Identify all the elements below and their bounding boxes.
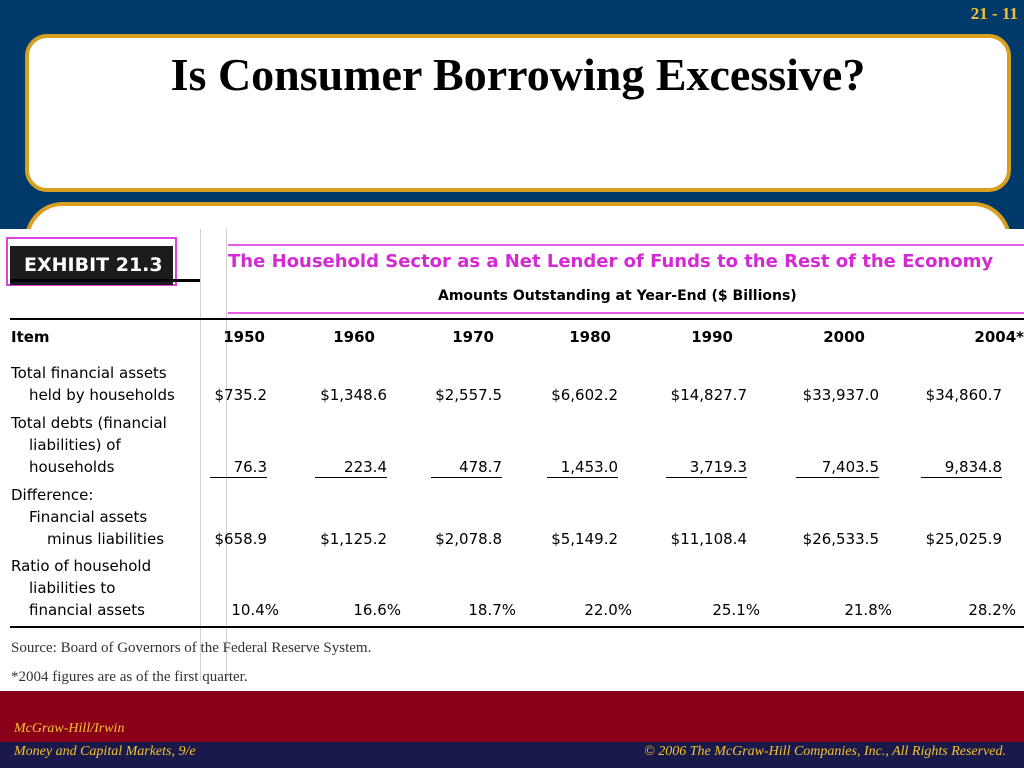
table-cell: 76.3: [210, 458, 267, 478]
year-header: 1970: [452, 328, 494, 346]
item-column-header: Item: [11, 328, 50, 346]
row-label: Total financial assets: [11, 364, 167, 382]
table-cell: $735.2: [214, 386, 268, 404]
source-note: Source: Board of Governors of the Federa…: [11, 640, 372, 656]
header-divider-magenta: [228, 312, 1024, 314]
row-label: liabilities) of: [29, 436, 121, 454]
year-header: 1950: [223, 328, 265, 346]
table-cell: $2,557.5: [435, 386, 502, 404]
table-cell: $11,108.4: [670, 530, 747, 548]
row-label: minus liabilities: [47, 530, 165, 548]
row-label: Total debts (financial: [11, 414, 167, 432]
table-cell: 9,834.8: [921, 458, 1002, 478]
table-cell: $25,025.9: [925, 530, 1002, 548]
table-cell: $1,125.2: [320, 530, 387, 548]
table-cell: 478.7: [431, 458, 502, 478]
table-cell: 21.8%: [844, 601, 892, 619]
column-divider: [200, 229, 201, 681]
row-label: Financial assets: [29, 508, 148, 526]
row-label: liabilities to: [29, 579, 116, 597]
table-cell: 18.7%: [468, 601, 516, 619]
exhibit-label: EXHIBIT 21.3: [10, 246, 173, 285]
table-cell: $14,827.7: [670, 386, 747, 404]
slide-number: 21 - 11: [970, 4, 1018, 23]
table-cell: 7,403.5: [796, 458, 879, 478]
table-cell: $34,860.7: [925, 386, 1002, 404]
year-header: 2000: [823, 328, 865, 346]
title-divider-magenta: [228, 244, 1024, 246]
table-cell: $5,149.2: [551, 530, 618, 548]
year-header: 2004*: [974, 328, 1024, 346]
bottom-rule: [10, 626, 1024, 628]
footer-strip: [0, 742, 1024, 768]
exhibit-table: EXHIBIT 21.3 The Household Sector as a N…: [0, 229, 1024, 691]
footer-copyright: © 2006 The McGraw-Hill Companies, Inc., …: [644, 744, 1006, 759]
row-label: Difference:: [11, 486, 94, 504]
table-cell: $2,078.8: [435, 530, 502, 548]
footnote: *2004 figures are as of the first quarte…: [11, 669, 248, 685]
table-cell: 22.0%: [584, 601, 632, 619]
top-rule: [10, 279, 200, 282]
table-cell: $33,937.0: [802, 386, 879, 404]
exhibit-title: The Household Sector as a Net Lender of …: [228, 251, 994, 272]
year-header: 1990: [691, 328, 733, 346]
year-header: 1980: [569, 328, 611, 346]
table-cell: $26,533.5: [802, 530, 879, 548]
table-cell: $6,602.2: [551, 386, 618, 404]
table-cell: 3,719.3: [666, 458, 747, 478]
row-label: held by households: [29, 386, 175, 404]
row-label: Ratio of household: [11, 557, 152, 575]
table-cell: 25.1%: [712, 601, 760, 619]
year-header: 1960: [333, 328, 375, 346]
title-box: Is Consumer Borrowing Excessive?: [25, 34, 1011, 192]
row-label: households: [29, 458, 115, 476]
row-label: financial assets: [29, 601, 145, 619]
table-cell: 1,453.0: [547, 458, 618, 478]
table-cell: 16.6%: [353, 601, 401, 619]
exhibit-label-frame: [6, 237, 177, 286]
table-cell: 28.2%: [968, 601, 1016, 619]
slide-title: Is Consumer Borrowing Excessive?: [170, 49, 866, 100]
table-cell: $658.9: [214, 530, 268, 548]
footer-publisher: McGraw-Hill/Irwin: [14, 721, 125, 736]
column-divider: [226, 229, 227, 681]
footer-book-title: Money and Capital Markets, 9/e: [14, 744, 196, 759]
table-cell: 223.4: [315, 458, 387, 478]
header-rule: [10, 318, 1024, 320]
table-cell: 10.4%: [231, 601, 279, 619]
amounts-subheader: Amounts Outstanding at Year-End ($ Billi…: [438, 288, 797, 304]
table-cell: $1,348.6: [320, 386, 387, 404]
